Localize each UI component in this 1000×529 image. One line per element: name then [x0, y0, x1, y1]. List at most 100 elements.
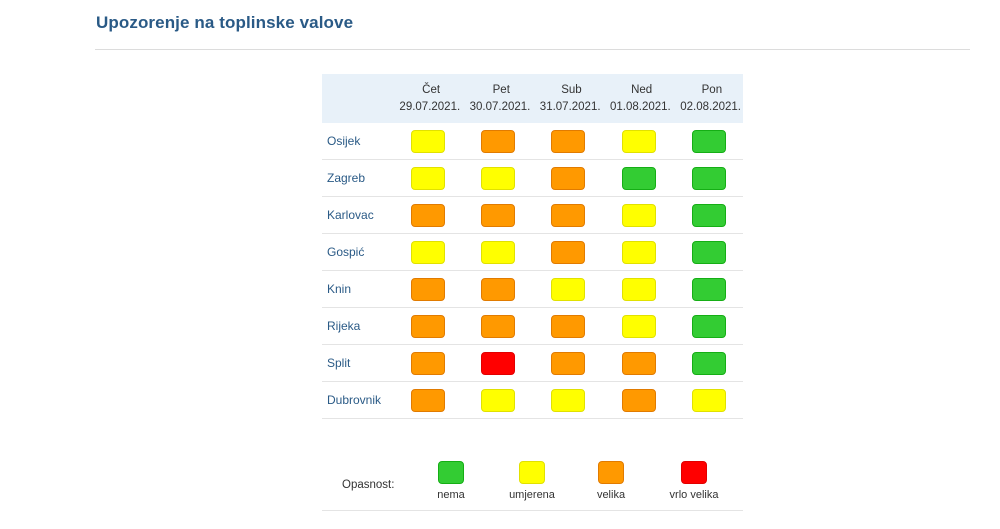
legend-swatch: [519, 461, 545, 484]
warning-level-square: [691, 166, 726, 190]
warning-level-square: [551, 129, 586, 153]
day-date: 01.08.2021.: [609, 100, 671, 113]
legend-item-label: nema: [437, 489, 465, 501]
warning-level-square: [551, 203, 586, 227]
warning-cell: [462, 123, 533, 160]
warning-level-square: [621, 129, 656, 153]
warning-cell: [672, 344, 743, 382]
day-date: 31.07.2021.: [539, 100, 601, 113]
day-name: Pet: [492, 83, 510, 96]
heatwave-table-container: Čet 29.07.2021. Pet 30.07.2021. Sub 31.0…: [322, 74, 743, 419]
warning-level-square: [411, 314, 446, 338]
warning-level-square: [551, 240, 586, 264]
warning-cell: [392, 307, 463, 345]
heatwave-table: Čet 29.07.2021. Pet 30.07.2021. Sub 31.0…: [322, 74, 743, 419]
table-row: Knin: [322, 270, 743, 308]
legend: Opasnost: nema umjerena velika vrlo veli…: [322, 452, 743, 511]
table-body: Osijek Zagreb Karlovac: [322, 123, 743, 419]
warning-level-square: [691, 203, 726, 227]
warning-cell: [672, 233, 743, 271]
warning-level-square: [621, 203, 656, 227]
legend-item-label: velika: [596, 489, 626, 501]
table-row: Karlovac: [322, 196, 743, 234]
warning-cell: [462, 233, 533, 271]
warning-cell: [602, 270, 673, 308]
warning-cell: [532, 123, 603, 160]
warning-level-square: [481, 388, 516, 412]
legend-swatch: [681, 461, 707, 484]
day-header: Pon 02.08.2021.: [672, 74, 743, 123]
warning-cell: [602, 159, 673, 197]
day-date: 30.07.2021.: [469, 100, 531, 113]
day-name: Sub: [561, 83, 582, 96]
legend-label: Opasnost:: [342, 479, 395, 491]
warning-cell: [602, 196, 673, 234]
header-row: Čet 29.07.2021. Pet 30.07.2021. Sub 31.0…: [322, 74, 743, 123]
warning-level-square: [411, 277, 446, 301]
warning-cell: [392, 123, 463, 160]
warning-cell: [672, 123, 743, 160]
city-name: Osijek: [322, 123, 392, 160]
legend-item-vrlo-velika: vrlo velika: [654, 461, 734, 501]
warning-level-square: [481, 166, 516, 190]
warning-cell: [672, 159, 743, 197]
warning-level-square: [691, 277, 726, 301]
warning-cell: [532, 381, 603, 419]
warning-cell: [392, 344, 463, 382]
warning-cell: [532, 307, 603, 345]
warning-level-square: [481, 129, 516, 153]
city-name: Dubrovnik: [322, 381, 392, 419]
warning-level-square: [481, 351, 516, 375]
legend-item-label: umjerena: [509, 489, 555, 501]
warning-cell: [602, 123, 673, 160]
warning-level-square: [691, 129, 726, 153]
warning-level-square: [621, 277, 656, 301]
warning-level-square: [481, 240, 516, 264]
day-name: Čet: [422, 83, 441, 96]
table-row: Osijek: [322, 123, 743, 160]
warning-level-square: [481, 203, 516, 227]
warning-level-square: [481, 314, 516, 338]
warning-level-square: [551, 277, 586, 301]
city-name: Zagreb: [322, 159, 392, 197]
warning-level-square: [411, 203, 446, 227]
warning-level-square: [551, 166, 586, 190]
city-name: Gospić: [322, 233, 392, 271]
city-name: Knin: [322, 270, 392, 308]
warning-level-square: [621, 314, 656, 338]
warning-level-square: [691, 351, 726, 375]
city-name: Split: [322, 344, 392, 382]
warning-cell: [392, 196, 463, 234]
warning-cell: [532, 270, 603, 308]
day-date: 29.07.2021.: [399, 100, 461, 113]
legend-item-umjerena: umjerena: [492, 461, 572, 501]
warning-level-square: [411, 388, 446, 412]
warning-cell: [392, 159, 463, 197]
warning-level-square: [411, 166, 446, 190]
warning-cell: [532, 159, 603, 197]
day-name: Ned: [631, 83, 653, 96]
day-header: Čet 29.07.2021.: [392, 74, 463, 123]
warning-cell: [672, 381, 743, 419]
warning-level-square: [551, 388, 586, 412]
warning-cell: [392, 381, 463, 419]
warning-level-square: [481, 277, 516, 301]
table-row: Gospić: [322, 233, 743, 271]
city-name: Karlovac: [322, 196, 392, 234]
warning-cell: [532, 344, 603, 382]
warning-cell: [602, 381, 673, 419]
warning-level-square: [691, 240, 726, 264]
day-header: Ned 01.08.2021.: [602, 74, 673, 123]
warning-level-square: [411, 129, 446, 153]
legend-item-label: vrlo velika: [669, 489, 719, 501]
warning-cell: [392, 233, 463, 271]
warning-level-square: [551, 351, 586, 375]
warning-level-square: [411, 351, 446, 375]
warning-level-square: [621, 388, 656, 412]
page-title: Upozorenje na toplinske valove: [96, 13, 354, 32]
warning-cell: [462, 381, 533, 419]
table-row: Split: [322, 344, 743, 382]
day-header: Sub 31.07.2021.: [532, 74, 603, 123]
warning-cell: [462, 270, 533, 308]
